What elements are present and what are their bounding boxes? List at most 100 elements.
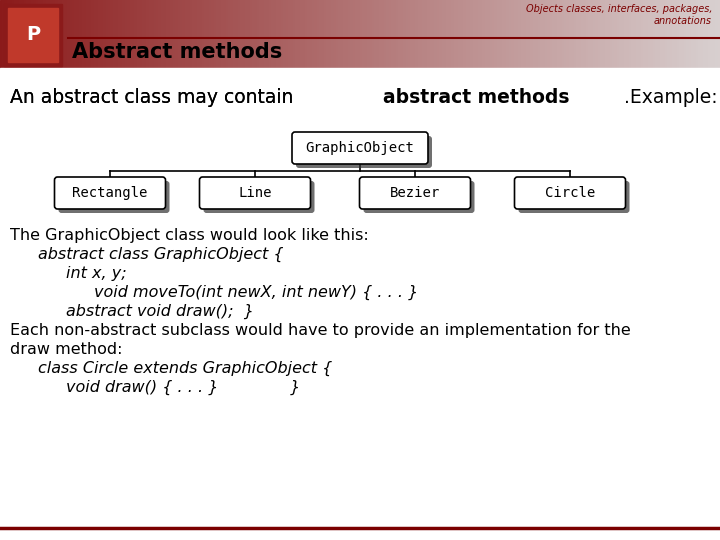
Bar xyxy=(324,0,326,68)
Bar xyxy=(718,0,720,68)
Bar xyxy=(528,0,531,68)
Bar xyxy=(274,0,276,68)
Bar xyxy=(36,0,38,68)
Bar xyxy=(240,0,243,68)
Bar xyxy=(598,0,600,68)
Bar xyxy=(120,0,122,68)
Bar xyxy=(468,0,470,68)
Bar xyxy=(693,0,696,68)
Bar xyxy=(706,0,708,68)
Bar xyxy=(127,0,130,68)
Bar xyxy=(290,0,293,68)
Bar xyxy=(398,0,401,68)
Bar xyxy=(331,0,333,68)
Bar xyxy=(122,0,125,68)
Text: int x, y;: int x, y; xyxy=(66,266,127,281)
Bar xyxy=(269,0,271,68)
Bar xyxy=(441,0,444,68)
Bar xyxy=(600,0,603,68)
Bar xyxy=(53,0,55,68)
Bar xyxy=(132,0,135,68)
Bar xyxy=(146,0,149,68)
Bar xyxy=(362,0,365,68)
Bar xyxy=(619,0,621,68)
Bar xyxy=(711,0,713,68)
Bar xyxy=(394,0,396,68)
Bar xyxy=(204,0,207,68)
Bar xyxy=(137,0,139,68)
Bar xyxy=(439,0,441,68)
Bar xyxy=(315,0,317,68)
Bar xyxy=(31,0,34,68)
Bar xyxy=(207,0,209,68)
Bar xyxy=(142,0,144,68)
Bar xyxy=(171,0,173,68)
Bar xyxy=(60,0,63,68)
Bar xyxy=(490,0,492,68)
Bar xyxy=(4,4,62,66)
Bar xyxy=(209,0,211,68)
Bar xyxy=(689,0,691,68)
Bar xyxy=(252,0,254,68)
Bar xyxy=(300,0,302,68)
Bar xyxy=(34,0,36,68)
Bar xyxy=(99,0,101,68)
Bar xyxy=(283,0,286,68)
Bar xyxy=(631,0,634,68)
Bar xyxy=(58,0,60,68)
Bar xyxy=(351,0,353,68)
Bar xyxy=(542,0,545,68)
FancyBboxPatch shape xyxy=(55,177,166,209)
Bar xyxy=(708,0,711,68)
Bar xyxy=(139,0,142,68)
Bar xyxy=(463,0,466,68)
Text: Circle: Circle xyxy=(545,186,595,200)
Bar xyxy=(302,0,305,68)
Bar xyxy=(333,0,336,68)
Bar xyxy=(194,0,197,68)
Bar xyxy=(175,0,178,68)
Bar xyxy=(485,0,487,68)
Bar xyxy=(379,0,382,68)
Bar xyxy=(401,0,403,68)
Bar xyxy=(473,0,475,68)
Bar xyxy=(48,0,50,68)
Bar xyxy=(434,0,437,68)
Bar xyxy=(545,0,547,68)
Bar xyxy=(660,0,662,68)
Bar xyxy=(38,0,41,68)
Bar xyxy=(50,0,53,68)
Bar xyxy=(228,0,230,68)
Bar xyxy=(509,0,511,68)
Bar xyxy=(430,0,432,68)
Bar xyxy=(432,0,434,68)
Bar xyxy=(518,0,521,68)
Bar xyxy=(161,0,163,68)
Bar xyxy=(305,0,307,68)
Bar xyxy=(19,0,22,68)
Text: void moveTo(int newX, int newY) { . . . }: void moveTo(int newX, int newY) { . . . … xyxy=(94,285,418,300)
Bar xyxy=(233,0,235,68)
Bar xyxy=(403,0,405,68)
Bar xyxy=(2,0,5,68)
Text: Objects classes, interfaces, packages,
annotations: Objects classes, interfaces, packages, a… xyxy=(526,4,712,26)
Bar xyxy=(502,0,504,68)
Bar xyxy=(423,0,425,68)
Bar xyxy=(197,0,199,68)
Bar xyxy=(243,0,245,68)
Bar xyxy=(158,0,161,68)
Bar xyxy=(110,0,113,68)
Bar xyxy=(187,0,189,68)
Bar xyxy=(288,0,290,68)
Bar xyxy=(480,0,482,68)
Bar xyxy=(691,0,693,68)
Bar xyxy=(286,0,288,68)
Bar xyxy=(540,0,542,68)
Bar xyxy=(84,0,86,68)
Bar xyxy=(703,0,706,68)
Text: .Example:: .Example: xyxy=(624,88,718,107)
Bar xyxy=(310,0,312,68)
Bar xyxy=(444,0,446,68)
Bar xyxy=(103,0,106,68)
Bar xyxy=(245,0,247,68)
